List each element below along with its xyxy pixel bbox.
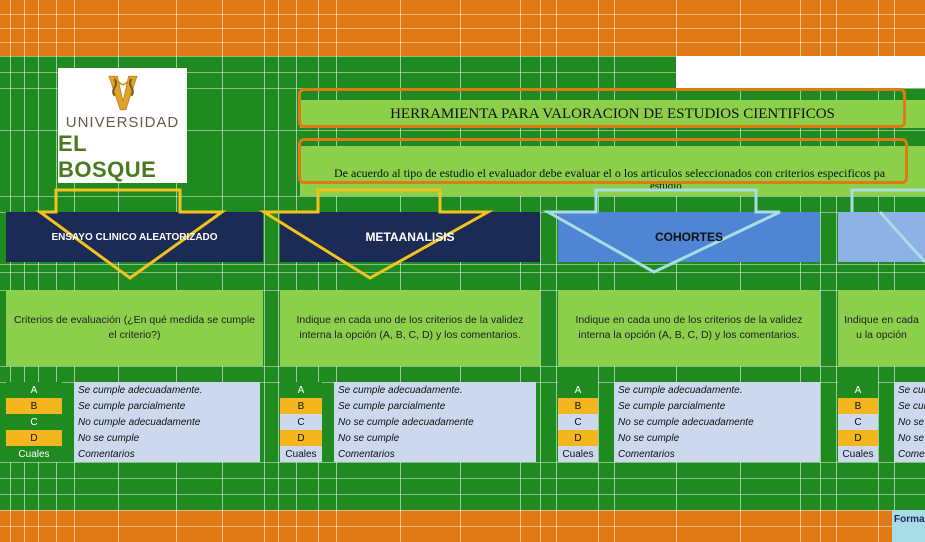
- legend-table-ensayo: A Se cumple adecuadamente. B Se cumple p…: [6, 382, 260, 462]
- instructions-box: De acuerdo al tipo de estudio el evaluad…: [300, 146, 925, 196]
- legend-text-d: No se cumple: [614, 430, 820, 446]
- legend-code-c: C: [558, 414, 598, 430]
- legend-text-comentarios: Comentarios: [334, 446, 536, 462]
- arrow-outlines: [35, 188, 925, 280]
- legend-table-cohortes: A Se cumple adecuadamente. B Se cumple p…: [558, 382, 820, 462]
- legend-code-b: B: [6, 398, 62, 414]
- logo-emblem-icon: [108, 75, 137, 111]
- legend-text-a: Se cum: [894, 382, 925, 398]
- header-fourth[interactable]: [838, 212, 925, 262]
- legend-text-c: No cumple adecuadamente: [74, 414, 260, 430]
- legend-code-cuales: Cuales: [6, 446, 62, 462]
- criteria-box-fourth: Indique en cada u la opción: [838, 290, 925, 366]
- arrow-fourth: [850, 188, 925, 212]
- legend-text-c: No se c: [894, 414, 925, 430]
- university-logo: UNIVERSIDAD EL BOSQUE: [58, 68, 187, 183]
- legend-code-a: A: [838, 382, 878, 398]
- page-title: HERRAMIENTA PARA VALORACION DE ESTUDIOS …: [300, 100, 925, 128]
- logo-line2: EL BOSQUE: [58, 131, 157, 182]
- arrow-ensayo: [35, 188, 227, 280]
- criteria-box-cohortes: Indique en cada uno de los criterios de …: [558, 290, 820, 366]
- arrow-cohortes: [542, 188, 781, 274]
- legend-code-d: D: [558, 430, 598, 446]
- legend-text-b: Se cumple parcialmente: [334, 398, 536, 414]
- legend-code-b: B: [838, 398, 878, 414]
- legend-text-comentarios: Comentarios: [614, 446, 820, 462]
- criteria-box-metaanalisis: Indique en cada uno de los criterios de …: [280, 290, 540, 366]
- legend-code-c: C: [838, 414, 878, 430]
- criteria-text-cohortes: Indique en cada uno de los criterios de …: [575, 314, 803, 341]
- header-cohortes[interactable]: COHORTES: [558, 212, 820, 262]
- top-orange-band: [0, 0, 925, 56]
- legend-text-b: Se cumple parcialmente: [74, 398, 260, 414]
- legend-code-d: D: [838, 430, 878, 446]
- bottom-orange-band: [0, 510, 925, 542]
- legend-text-a: Se cumple adecuadamente.: [614, 382, 820, 398]
- header-cohortes-label: COHORTES: [654, 230, 723, 244]
- legend-code-c: C: [6, 414, 62, 430]
- legend-text-a: Se cumple adecuadamente.: [334, 382, 536, 398]
- criteria-text-ensayo: Criterios de evaluación (¿En qué medida …: [13, 314, 256, 341]
- arrow-metaanalisis: [258, 188, 494, 280]
- criteria-box-ensayo: Criterios de evaluación (¿En qué medida …: [6, 290, 263, 366]
- header-ensayo-clinico-label: ENSAYO CLINICO ALEATORIZADO: [51, 231, 218, 243]
- legend-text-b: Se cum: [894, 398, 925, 414]
- criteria-text-metaanalisis: Indique en cada uno de los criterios de …: [296, 314, 524, 341]
- legend-text-d: No se cumple: [74, 430, 260, 446]
- legend-code-cuales: Cuales: [838, 446, 878, 462]
- legend-code-cuales: Cuales: [558, 446, 598, 462]
- legend-code-b: B: [280, 398, 322, 414]
- header-metaanalisis-label: METAANALISIS: [365, 230, 455, 244]
- logo-line1: UNIVERSIDAD: [65, 114, 180, 131]
- legend-text-a: Se cumple adecuadamente.: [74, 382, 260, 398]
- legend-code-a: A: [280, 382, 322, 398]
- criteria-text-fourth: Indique en cada u la opción: [844, 314, 919, 341]
- legend-code-b: B: [558, 398, 598, 414]
- legend-table-fourth: A Se cum B Se cum C No se c D No se c Cu…: [838, 382, 925, 462]
- instructions-line1: De acuerdo al tipo de estudio el evaluad…: [334, 166, 886, 180]
- header-metaanalisis[interactable]: METAANALISIS: [280, 212, 540, 262]
- footer-cell-text: Forma: [894, 514, 925, 525]
- legend-code-cuales: Cuales: [280, 446, 322, 462]
- instructions-outline: [298, 138, 908, 184]
- legend-text-d: No se c: [894, 430, 925, 446]
- legend-text-c: No se cumple adecuadamente: [614, 414, 820, 430]
- footer-cell[interactable]: Forma: [892, 510, 925, 542]
- legend-code-a: A: [558, 382, 598, 398]
- legend-code-a: A: [6, 382, 62, 398]
- legend-text-b: Se cumple parcialmente: [614, 398, 820, 414]
- legend-code-d: D: [280, 430, 322, 446]
- legend-code-c: C: [280, 414, 322, 430]
- legend-code-d: D: [6, 430, 62, 446]
- page-title-text: HERRAMIENTA PARA VALORACION DE ESTUDIOS …: [390, 105, 835, 122]
- legend-text-comentarios: Comer: [894, 446, 925, 462]
- legend-table-metaanalisis: A Se cumple adecuadamente. B Se cumple p…: [280, 382, 536, 462]
- legend-text-comentarios: Comentarios: [74, 446, 260, 462]
- legend-text-c: No se cumple adecuadamente: [334, 414, 536, 430]
- legend-text-d: No se cumple: [334, 430, 536, 446]
- title-outline: [298, 88, 906, 128]
